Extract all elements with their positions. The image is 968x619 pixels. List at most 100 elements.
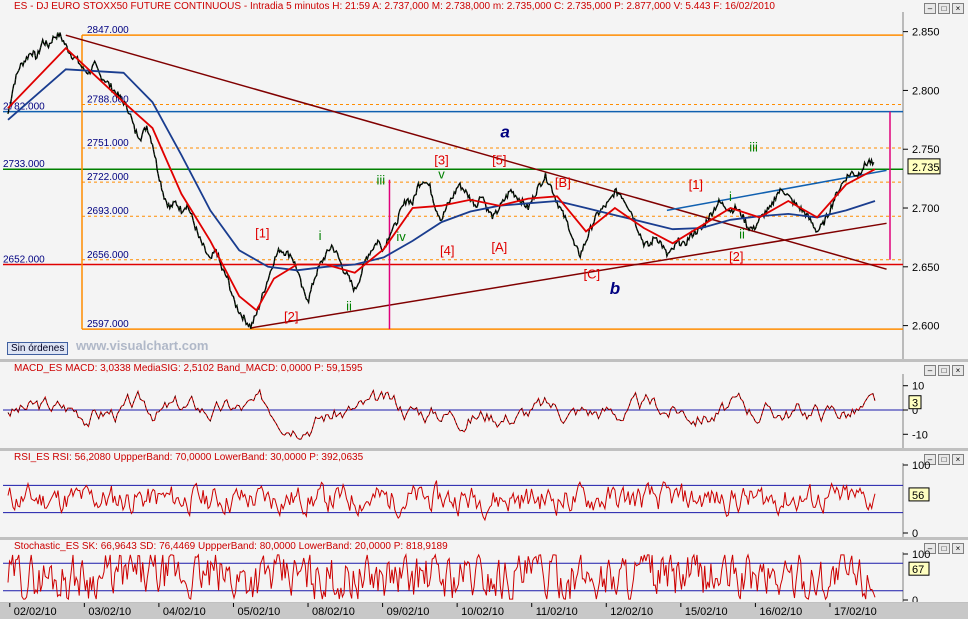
macd-pane-title: MACD_ES MACD: 3,0338 MediaSIG: 2,5102 Ba…	[14, 363, 363, 374]
level-label: 2847.000	[87, 25, 129, 36]
wave-label: iii	[749, 140, 758, 155]
minimize-icon[interactable]: –	[924, 454, 936, 465]
y-tick-label: 2.750	[912, 144, 940, 156]
x-tick-label: 15/02/10	[685, 606, 728, 618]
y-tick-label: 100	[912, 549, 930, 561]
stochastic-chart[interactable]: 100 0 67	[0, 540, 968, 602]
level-label: 2751.000	[87, 138, 129, 149]
y-tick-label: 2.600	[912, 321, 940, 333]
pane-window-buttons[interactable]: – □ ×	[924, 454, 964, 465]
macd-chart[interactable]: 10 0 -10 3	[0, 362, 968, 448]
watermark-text: www.visualchart.com	[76, 338, 209, 353]
wave-label: [C]	[583, 267, 600, 282]
x-tick-label: 04/02/10	[163, 606, 206, 618]
y-tick-label: 2.850	[912, 27, 940, 39]
y-tick-label: 0	[912, 595, 918, 602]
level-label: 2722.000	[87, 172, 129, 183]
level-label: 2652.000	[3, 254, 45, 265]
indicator-series	[7, 480, 876, 522]
wave-label: v	[438, 167, 445, 182]
pane-window-buttons[interactable]: – □ ×	[924, 3, 964, 14]
price-chart[interactable]: 2847.000 2788.000 2751.000 2722.000 2693.000…	[0, 0, 968, 359]
stochastic-pane-title: Stochastic_ES SK: 66,9643 SD: 76,4469 Up…	[14, 541, 448, 552]
wave-label: [2]	[284, 309, 298, 324]
x-tick-label: 09/02/10	[387, 606, 430, 618]
sma-fast-series	[7, 46, 876, 312]
close-icon[interactable]: ×	[952, 454, 964, 465]
close-icon[interactable]: ×	[952, 3, 964, 14]
last-price-label: 2.735	[912, 162, 940, 174]
sin-ordenes-button[interactable]: Sin órdenes	[7, 342, 69, 355]
minimize-icon[interactable]: –	[924, 3, 936, 14]
trendline	[65, 34, 887, 270]
pane-window-buttons[interactable]: – □ ×	[924, 365, 964, 376]
level-label: 2733.000	[3, 159, 45, 170]
x-tick-label: 08/02/10	[312, 606, 355, 618]
level-label: 2782.000	[3, 102, 45, 113]
macd-pane[interactable]: MACD_ES MACD: 3,0338 MediaSIG: 2,5102 Ba…	[0, 362, 968, 448]
last-value-label: 3	[912, 398, 918, 410]
minimize-icon[interactable]: –	[924, 543, 936, 554]
x-tick-label: 11/02/10	[536, 606, 578, 618]
wave-label: [5]	[492, 153, 506, 168]
x-tick-label: 02/02/10	[14, 606, 57, 618]
stochastic-pane[interactable]: Stochastic_ES SK: 66,9643 SD: 76,4469 Up…	[0, 540, 968, 602]
level-label: 2597.000	[87, 319, 129, 330]
level-label: 2656.000	[87, 250, 129, 261]
wave-label: b	[610, 279, 620, 298]
wave-label: [A]	[491, 240, 507, 255]
wave-label: ii	[739, 227, 745, 242]
x-tick-label: 03/02/10	[88, 606, 131, 618]
wave-label: [3]	[434, 153, 448, 168]
trendline	[250, 222, 887, 329]
close-icon[interactable]: ×	[952, 543, 964, 554]
x-tick-label: 10/02/10	[461, 606, 504, 618]
level-label: 2693.000	[87, 206, 129, 217]
rsi-pane-title: RSI_ES RSI: 56,2080 UppperBand: 70,0000 …	[14, 452, 364, 463]
wave-label: iii	[376, 173, 385, 188]
wave-label: [2]	[729, 249, 743, 264]
indicator-series	[7, 388, 876, 440]
price-pane[interactable]: ES - DJ EURO STOXX50 FUTURE CONTINUOUS -…	[0, 0, 968, 359]
wave-label: [4]	[440, 243, 454, 258]
wave-label: [B]	[555, 175, 571, 190]
wave-label: [1]	[255, 225, 269, 240]
x-tick-label: 05/02/10	[237, 606, 280, 618]
wave-label: a	[500, 122, 509, 141]
level-label: 2788.000	[87, 95, 129, 106]
rsi-chart[interactable]: 100 0 56	[0, 451, 968, 537]
y-tick-label: 0	[912, 528, 918, 537]
restore-icon[interactable]: □	[938, 454, 950, 465]
wave-label: i	[319, 228, 322, 243]
restore-icon[interactable]: □	[938, 3, 950, 14]
last-value-box	[908, 395, 922, 410]
indicator-series	[7, 553, 876, 601]
price-pane-title: ES - DJ EURO STOXX50 FUTURE CONTINUOUS -…	[14, 1, 775, 12]
y-tick-label: 2.800	[912, 85, 940, 97]
x-tick-label: 16/02/10	[759, 606, 802, 618]
sma-slow-series	[7, 68, 876, 272]
restore-icon[interactable]: □	[938, 543, 950, 554]
last-value-label: 56	[912, 490, 924, 502]
price-candle-accents	[7, 32, 875, 329]
date-axis: 02/02/10 03/02/10 04/02/10 05/02/10 08/02/10…	[0, 603, 968, 619]
last-value-box	[908, 561, 930, 576]
y-tick-label: 2.650	[912, 262, 940, 274]
wave-label: iv	[396, 229, 406, 244]
y-tick-label: 100	[912, 460, 930, 472]
close-icon[interactable]: ×	[952, 365, 964, 376]
last-price-box	[907, 158, 941, 175]
y-tick-label: 0	[912, 405, 918, 417]
rsi-pane[interactable]: RSI_ES RSI: 56,2080 UppperBand: 70,0000 …	[0, 451, 968, 537]
minimize-icon[interactable]: –	[924, 365, 936, 376]
indicator-signal-series	[7, 388, 876, 440]
wave-label: ii	[346, 298, 352, 313]
wave-label: [1]	[689, 177, 703, 192]
y-tick-label: 10	[912, 381, 924, 393]
restore-icon[interactable]: □	[938, 365, 950, 376]
pane-window-buttons[interactable]: – □ ×	[924, 543, 964, 554]
x-tick-label: 12/02/10	[610, 606, 653, 618]
y-tick-label: 2.700	[912, 203, 940, 215]
date-axis-svg: 02/02/10 03/02/10 04/02/10 05/02/10 08/02/10…	[9, 603, 877, 618]
last-value-box	[908, 487, 930, 502]
